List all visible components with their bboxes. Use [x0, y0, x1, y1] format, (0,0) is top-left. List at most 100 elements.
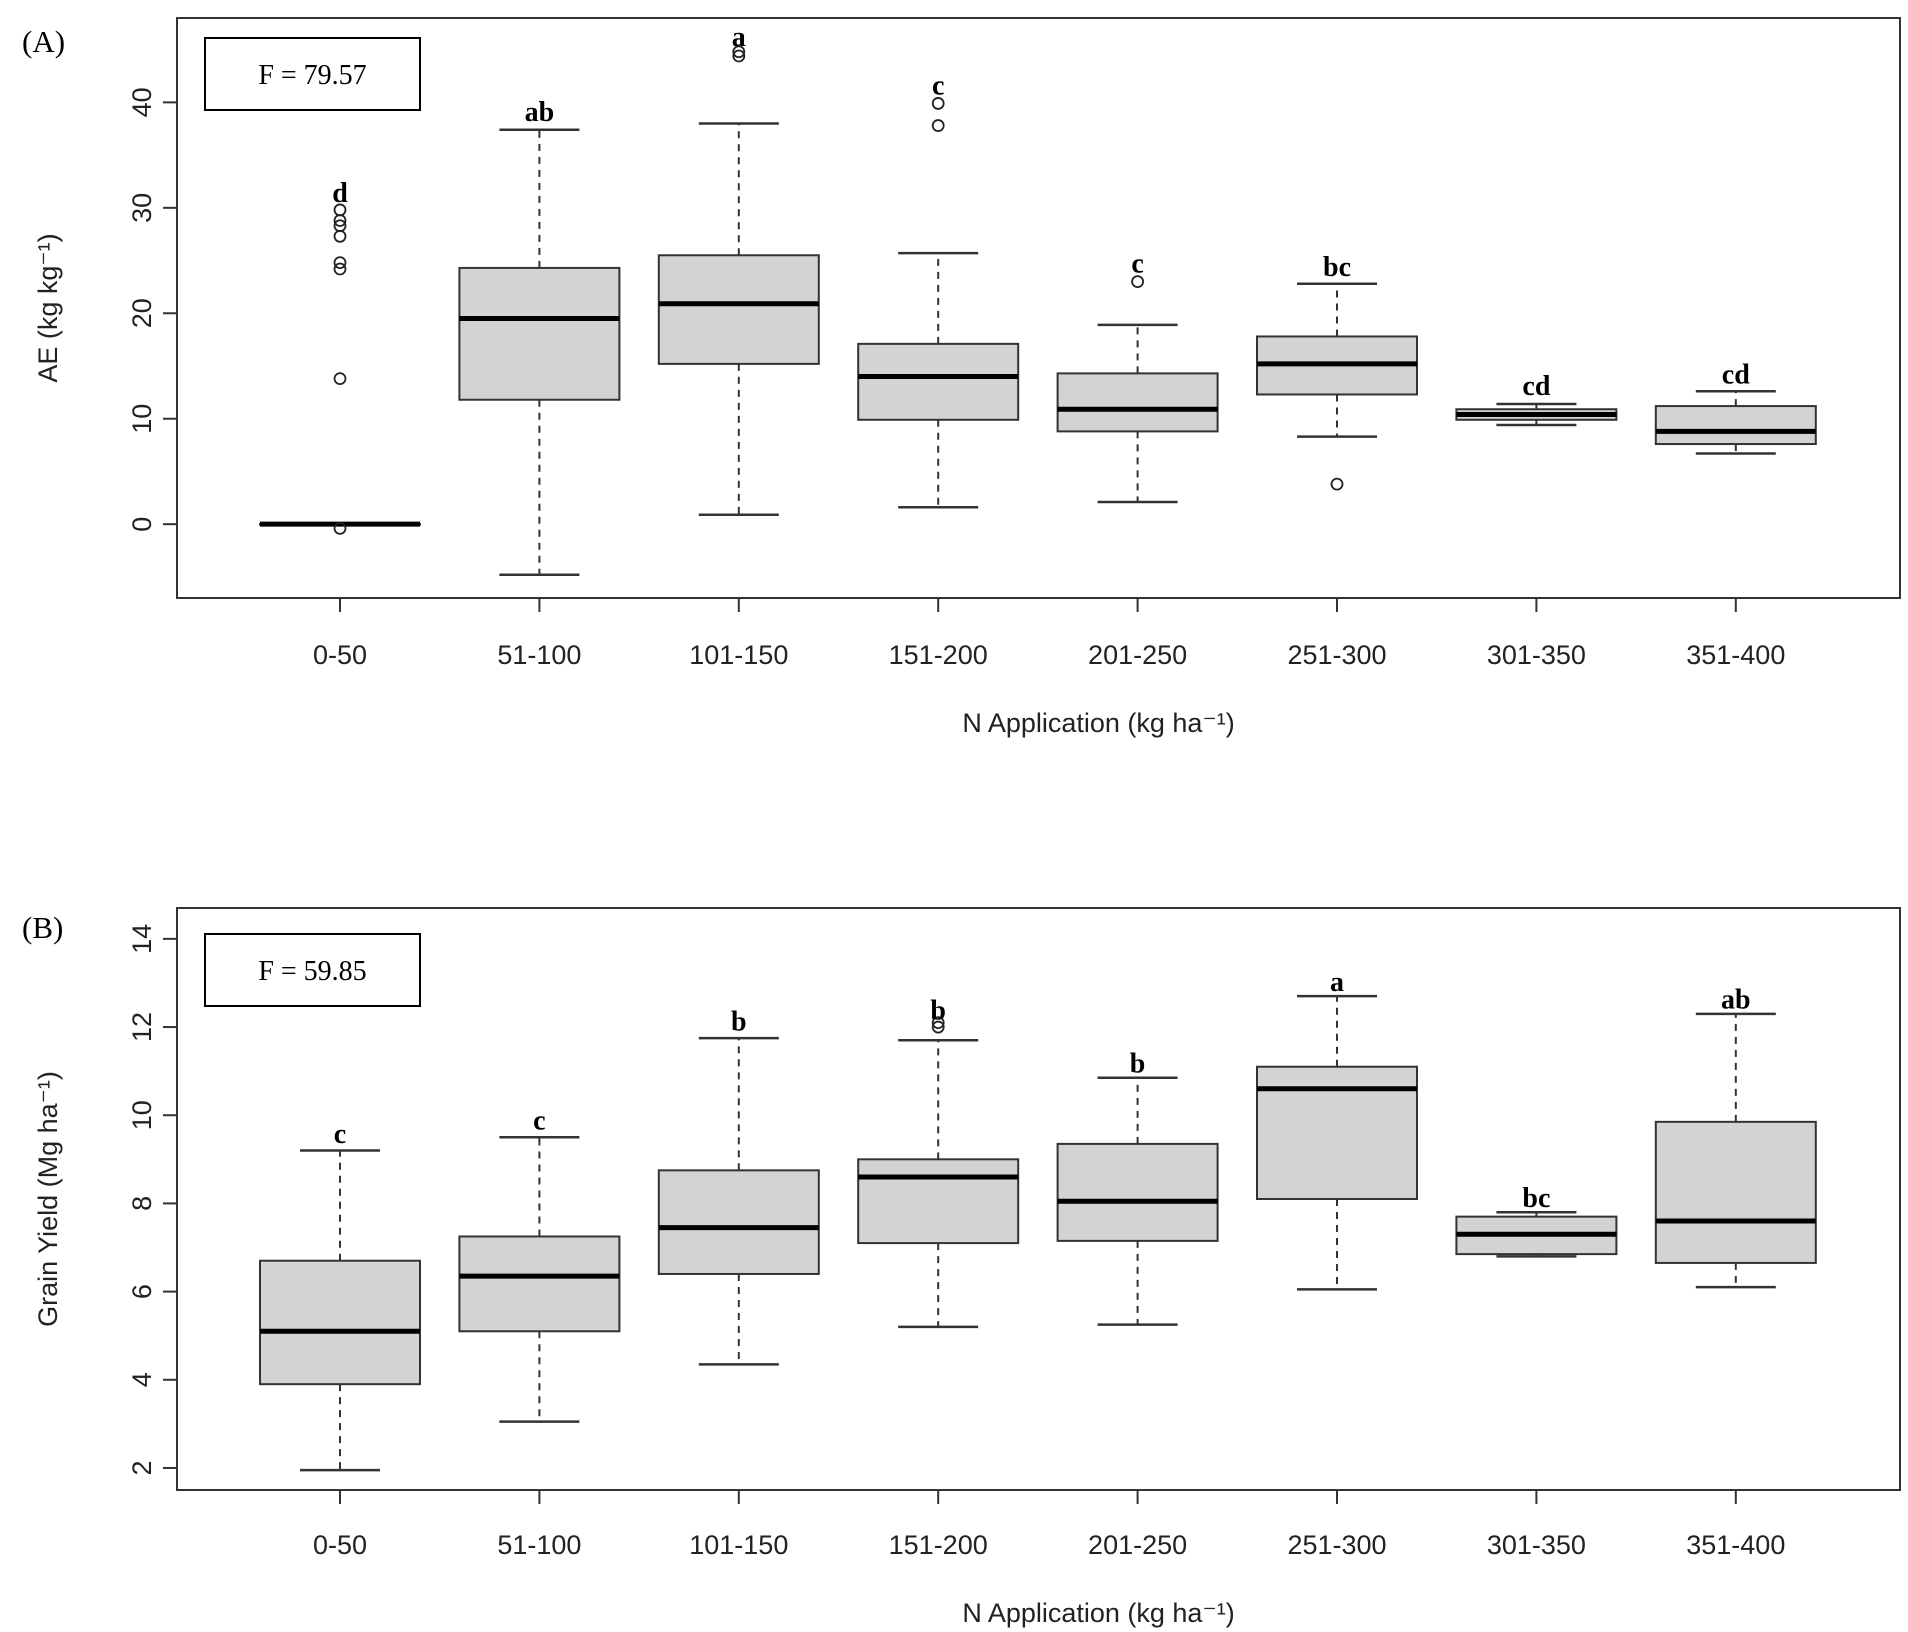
outlier-point	[333, 522, 347, 535]
box-251-300: a	[1256, 967, 1418, 1291]
iqr-box	[1056, 372, 1219, 433]
y-tick-label: 10	[127, 1100, 157, 1130]
x-tick-label: 301-350	[1487, 640, 1586, 670]
significance-letter: d	[332, 178, 348, 209]
panel-b: (B) F = 59.85 2 4 6 8 10 12 14 Grain Yield (Mg ha…	[22, 907, 1901, 1628]
iqr-box	[1654, 405, 1817, 446]
y-tick-label: 0	[127, 517, 157, 532]
x-tick-label: 101-150	[689, 640, 788, 670]
y-axis-label: AE (kg kg⁻¹)	[33, 233, 63, 382]
f-stat-label: F = 79.57	[258, 60, 366, 91]
x-tick-label: 0-50	[313, 1530, 367, 1560]
f-stat-label: F = 59.85	[258, 956, 366, 987]
box-201-250: c	[1056, 249, 1219, 504]
x-tick-label: 151-200	[889, 1530, 988, 1560]
iqr-box	[657, 1169, 820, 1275]
significance-letter: bc	[1522, 1183, 1550, 1214]
iqr-box	[458, 266, 621, 401]
iqr-box	[657, 254, 820, 365]
x-tick-label: 51-100	[497, 1530, 581, 1560]
outlier-point	[333, 229, 347, 243]
significance-letter: c	[533, 1106, 545, 1137]
significance-letter: ab	[1721, 984, 1751, 1015]
outlier-point	[333, 256, 347, 270]
outlier-point	[333, 203, 347, 217]
plot-frame	[176, 17, 1901, 599]
iqr-box	[857, 342, 1020, 421]
plot-frame	[176, 907, 1901, 1491]
box-0-50: d	[259, 178, 421, 535]
outlier-point	[1131, 275, 1144, 289]
panel-label: (B)	[22, 910, 63, 945]
significance-letter: a	[732, 22, 746, 53]
x-tick-label: 251-300	[1287, 1530, 1386, 1560]
x-axis-label: N Application (kg ha⁻¹)	[962, 1598, 1234, 1628]
significance-letter: b	[930, 995, 946, 1026]
x-tick-label: 151-200	[889, 640, 988, 670]
f-stat-box	[204, 37, 421, 111]
outlier-point	[931, 1016, 945, 1030]
y-tick-label: 6	[127, 1284, 157, 1299]
significance-letter: cd	[1722, 359, 1750, 390]
x-axis-label: N Application (kg ha⁻¹)	[962, 708, 1234, 738]
box-151-200: c	[857, 70, 1020, 509]
box-301-350: bc	[1455, 1183, 1618, 1258]
y-tick-label: 4	[127, 1372, 157, 1387]
box-51-100: ab	[458, 97, 621, 577]
x-tick-label: 351-400	[1686, 640, 1785, 670]
significance-letter: bc	[1323, 252, 1351, 283]
significance-letter: cd	[1522, 371, 1550, 402]
iqr-box	[458, 1235, 621, 1333]
panel-a: (A) F = 79.57 0 10 20 30 40 AE (kg kg⁻¹) 0-50 51-…	[22, 17, 1901, 738]
box-101-150: a	[657, 22, 820, 516]
y-tick-label: 40	[127, 87, 157, 117]
box-301-350: cd	[1455, 371, 1618, 427]
box-351-400: ab	[1654, 984, 1817, 1289]
f-stat-box	[204, 933, 421, 1007]
iqr-box	[1654, 1120, 1817, 1264]
outlier-point	[732, 45, 746, 59]
significance-letter: a	[1330, 967, 1344, 998]
x-tick-label: 301-350	[1487, 1530, 1586, 1560]
x-tick-label: 201-250	[1088, 1530, 1187, 1560]
box-51-100: c	[458, 1106, 621, 1423]
y-tick-label: 14	[127, 924, 157, 954]
outlier-point	[732, 49, 746, 63]
y-tick-label: 2	[127, 1460, 157, 1475]
outlier-point	[333, 372, 347, 386]
outlier-point	[333, 262, 347, 276]
box-251-300: bc	[1256, 252, 1418, 491]
significance-letter: c	[1131, 249, 1143, 280]
x-tick-label: 351-400	[1686, 1530, 1785, 1560]
box-201-250: b	[1056, 1048, 1219, 1326]
iqr-box	[857, 1158, 1020, 1245]
iqr-box	[1056, 1142, 1219, 1242]
significance-letter: b	[1130, 1048, 1146, 1079]
panel-label: (A)	[22, 24, 65, 59]
significance-letter: ab	[525, 97, 555, 128]
y-tick-label: 30	[127, 193, 157, 223]
significance-letter: c	[334, 1119, 346, 1150]
box-151-200: b	[857, 995, 1020, 1329]
y-tick-label: 12	[127, 1012, 157, 1042]
y-tick-label: 10	[127, 404, 157, 434]
iqr-box	[259, 1259, 421, 1386]
outlier-point	[333, 219, 347, 233]
y-axis-label: Grain Yield (Mg ha⁻¹)	[33, 1071, 63, 1327]
x-tick-label: 0-50	[313, 640, 367, 670]
x-tick-label: 101-150	[689, 1530, 788, 1560]
x-tick-label: 201-250	[1088, 640, 1187, 670]
y-tick-label: 20	[127, 298, 157, 328]
box-0-50: c	[259, 1119, 421, 1472]
x-tick-label: 251-300	[1287, 640, 1386, 670]
outlier-point	[1330, 477, 1344, 491]
x-tick-label: 51-100	[497, 640, 581, 670]
outlier-point	[931, 1020, 945, 1034]
y-tick-label: 8	[127, 1196, 157, 1211]
outlier-point	[931, 119, 945, 132]
significance-letter: b	[731, 1006, 747, 1037]
box-101-150: b	[657, 1006, 820, 1366]
significance-letter: c	[932, 70, 944, 101]
